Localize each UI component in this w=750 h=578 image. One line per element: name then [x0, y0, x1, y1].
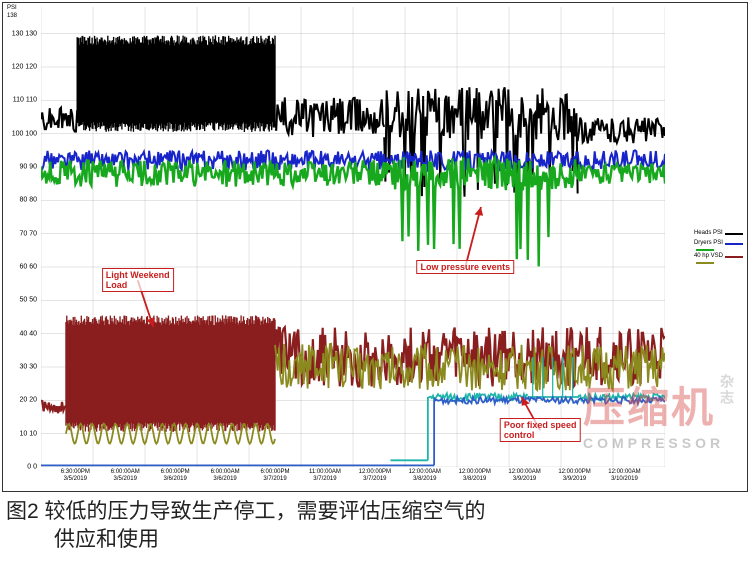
chart-panel: PSI 138 130 130120 120110 110100 10090 9… — [2, 2, 748, 492]
legend-item: Heads PSI — [694, 229, 743, 238]
x-tick: 12:00:00AM3/10/2019 — [608, 469, 640, 482]
figure-caption: 图2 较低的压力导致生产停工，需要评估压缩空气的 供应和使用 — [6, 498, 746, 555]
x-tick: 12:00:00AM3/9/2019 — [508, 469, 540, 482]
y-tick: 0 0 — [27, 464, 37, 471]
x-tick: 6:00:00AM3/5/2019 — [111, 469, 140, 482]
x-tick: 6:00:00AM3/6/2019 — [211, 469, 240, 482]
y-tick: 110 110 — [13, 97, 37, 104]
legend-item: 40 hp VSD — [694, 252, 743, 261]
caption-line2: 供应和使用 — [6, 526, 746, 554]
annotation-low-pressure: Low pressure events — [417, 260, 515, 274]
y-tick: 80 80 — [19, 197, 37, 204]
y-tick: 10 10 — [19, 430, 37, 437]
y-tick: 30 30 — [19, 364, 37, 371]
caption-line1: 较低的压力导致生产停工，需要评估压缩空气的 — [45, 500, 486, 523]
legend-item: Dryers PSI — [694, 239, 743, 248]
legend-item — [694, 249, 743, 251]
x-tick: 6:00:00PM3/6/2019 — [161, 469, 190, 482]
x-tick: 11:00:00AM3/7/2019 — [309, 469, 341, 482]
plot-area: Light WeekendLoad Low pressure events Poor… — [41, 7, 665, 467]
y-tick: 90 90 — [19, 164, 37, 171]
y-tick: 60 60 — [19, 264, 37, 271]
legend: Heads PSIDryers PSI 40 hp VSD — [694, 229, 743, 265]
y-tick: 50 50 — [19, 297, 37, 304]
caption-prefix: 图2 — [6, 500, 39, 523]
y-tick: 120 120 — [12, 64, 37, 71]
x-tick: 12:00:00PM3/8/2019 — [458, 469, 490, 482]
watermark-sub: 杂志 — [717, 374, 737, 406]
annotation-poor-fixed: Poor fixed speedcontrol — [500, 418, 581, 442]
x-tick: 6:30:00PM3/5/2019 — [61, 469, 90, 482]
y-tick: 100 100 — [12, 130, 37, 137]
y-axis: 130 130 120 120 110 110 100 100 90 90 80 80 70… — [3, 7, 41, 467]
x-tick: 6:00:00PM3/7/2019 — [260, 469, 289, 482]
y-tick: 20 20 — [19, 397, 37, 404]
x-axis: 6:30:00PM3/5/2019 6:00:00AM3/5/2019 6:00:0… — [41, 467, 665, 491]
y-tick: 40 40 — [19, 330, 37, 337]
y-tick: 70 70 — [19, 230, 37, 237]
y-tick: 130 130 — [12, 30, 37, 37]
legend-item — [694, 262, 743, 264]
x-tick: 12:00:00PM3/9/2019 — [558, 469, 590, 482]
x-tick: 12:00:00PM3/7/2019 — [359, 469, 391, 482]
x-tick: 12:00:00AM3/8/2019 — [409, 469, 441, 482]
annotation-light-weekend: Light WeekendLoad — [102, 268, 174, 292]
